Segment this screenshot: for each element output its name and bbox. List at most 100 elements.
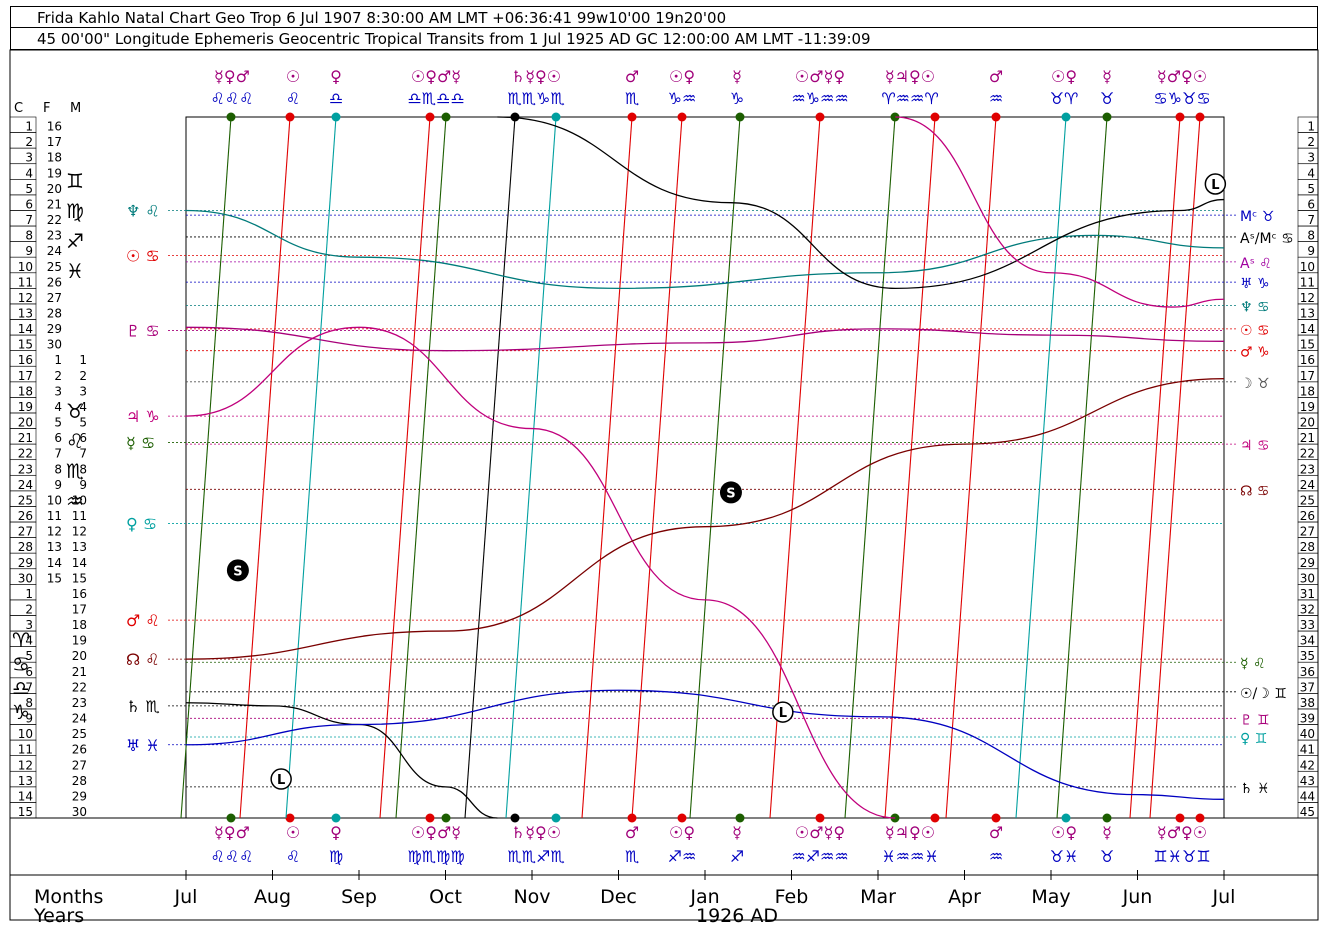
month-label: Jan [689, 886, 719, 908]
left-m-label: 13 [72, 540, 87, 554]
month-label: Jul [1212, 886, 1236, 908]
bottom-planet-signs: ♍♏♍♍ [407, 847, 464, 866]
top-planet-signs: ♌♌♌ [210, 89, 253, 108]
natal-label-right: ♇ ♊ [1240, 712, 1270, 728]
top-planet-glyphs: ☿♂♀☉ [1157, 67, 1207, 86]
transit-dot [677, 112, 687, 122]
transit-dot [510, 112, 520, 122]
month-label: Aug [254, 886, 291, 908]
transit-dot [1195, 813, 1205, 823]
transit-dot [285, 813, 295, 823]
natal-label-right: ♂ ♑ [1240, 345, 1270, 361]
left-tick-label: 14 [18, 789, 33, 803]
left-m-label: 4 [79, 400, 87, 414]
left-m-label: 2 [79, 369, 87, 383]
right-tick-label: 26 [1300, 509, 1315, 523]
right-tick-label: 38 [1300, 696, 1315, 710]
column-head-f: F [43, 101, 50, 116]
station-marker [226, 559, 249, 582]
top-planet-signs: ♌ [286, 89, 300, 108]
bottom-planet-signs: ♒♐♒♒ [791, 847, 848, 866]
bottom-planet-signs: ♉♓ [1050, 847, 1079, 866]
left-f-label: 29 [47, 322, 62, 336]
natal-label-right: ♅ ♑ [1240, 276, 1270, 292]
right-tick-label: 43 [1300, 774, 1315, 788]
left-f-label: 26 [47, 275, 62, 289]
left-tick-label: 8 [25, 229, 33, 243]
left-tick-label: 4 [25, 166, 33, 180]
left-tick-label: 2 [25, 135, 33, 149]
left-f-label: 16 [47, 120, 62, 134]
right-tick-label: 41 [1300, 743, 1315, 757]
column-head-c: C [14, 101, 23, 116]
left-tick-label: 13 [18, 774, 33, 788]
left-m-label: 26 [72, 743, 87, 757]
transit-line [581, 116, 633, 819]
right-tick-label: 17 [1300, 369, 1315, 383]
transit-dot [551, 813, 561, 823]
series-node [185, 378, 1225, 660]
left-grid-cell [9, 802, 37, 819]
right-tick-label: 31 [1300, 587, 1315, 601]
natal-label-left: ♅ ♓ [126, 736, 160, 755]
transit-line [239, 116, 291, 819]
left-tick-label: 16 [18, 353, 33, 367]
left-sign-bottom: ♈ [12, 628, 30, 652]
natal-label-left: ♀ ♋ [126, 515, 157, 534]
series-uranus [185, 689, 1225, 800]
natal-label-right: ☉/☽ ♊ [1240, 686, 1287, 702]
bottom-planet-signs: ♉ [1100, 847, 1114, 866]
left-sign-mid: ♏ [66, 459, 84, 483]
left-tick-label: 11 [18, 743, 33, 757]
left-m-label: 5 [79, 416, 87, 430]
top-planet-glyphs: ♀ [330, 67, 342, 86]
month-label: Nov [513, 886, 550, 908]
transit-dot [1102, 813, 1112, 823]
right-tick-label: 37 [1300, 680, 1315, 694]
outer-frame [9, 49, 1319, 921]
transit-line [395, 116, 447, 819]
natal-label-right: Mᶜ ♉ [1240, 209, 1274, 225]
left-m-label: 27 [72, 758, 87, 772]
left-tick-label: 7 [25, 680, 33, 694]
left-f-label: 30 [47, 338, 62, 352]
left-m-label: 25 [72, 727, 87, 741]
natal-label-right: ♃ ♋ [1240, 438, 1270, 454]
transit-dot [1061, 813, 1071, 823]
transit-line [1149, 116, 1201, 819]
month-label: Oct [429, 886, 462, 908]
bottom-planet-glyphs: ♀ [330, 823, 342, 842]
left-sign-top: ♊ [66, 169, 84, 193]
series-saturn [185, 702, 498, 819]
bottom-planet-signs: ♊♓♉♊ [1153, 847, 1210, 866]
transit-dot [677, 813, 687, 823]
left-m-label: 8 [79, 462, 87, 476]
natal-label-right: ☿ ♌ [1240, 656, 1266, 672]
bottom-planet-glyphs: ☿♃♀☉ [885, 823, 935, 842]
bottom-planet-glyphs: ♄☿♀☉ [511, 823, 561, 842]
bottom-planet-glyphs: ☉♀ [1051, 823, 1077, 842]
series-neptune [185, 209, 1225, 290]
right-tick-label: 33 [1300, 618, 1315, 632]
top-planet-signs: ♒♑♒♒ [791, 89, 848, 108]
series-jupiter [185, 326, 896, 819]
left-tick-label: 5 [25, 649, 33, 663]
transit-line [464, 116, 516, 819]
left-f-label: 27 [47, 291, 62, 305]
right-tick-label: 7 [1307, 213, 1315, 227]
transit-dot [815, 112, 825, 122]
bottom-planet-signs: ♌ [286, 847, 300, 866]
right-tick-label: 10 [1300, 260, 1315, 274]
top-planet-glyphs: ☉♀ [669, 67, 695, 86]
right-tick-label: 18 [1300, 384, 1315, 398]
bottom-planet-signs: ♏ [625, 847, 639, 866]
top-planet-glyphs: ☉ [286, 67, 300, 86]
top-planet-signs: ♉ [1100, 89, 1114, 108]
right-tick-label: 8 [1307, 229, 1315, 243]
left-m-label: 10 [72, 493, 87, 507]
left-tick-label: 10 [18, 260, 33, 274]
right-tick-label: 45 [1300, 805, 1315, 819]
right-tick-label: 36 [1300, 665, 1315, 679]
